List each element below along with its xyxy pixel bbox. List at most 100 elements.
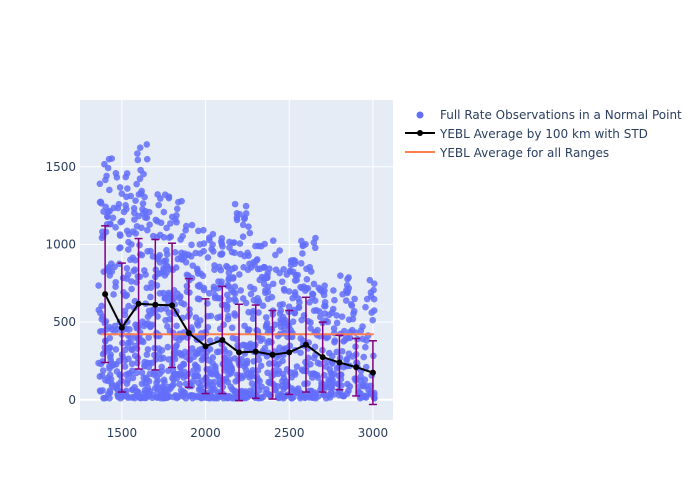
observation-point — [146, 221, 153, 229]
y-tick-label: 500 — [53, 315, 76, 329]
average-point — [152, 301, 159, 308]
observation-point — [272, 251, 279, 259]
observation-point — [218, 235, 226, 242]
observation-point — [354, 335, 361, 343]
observation-point — [363, 295, 371, 303]
observation-point — [116, 184, 124, 191]
observation-point — [333, 312, 340, 319]
observation-point — [321, 282, 328, 289]
observation-point — [96, 198, 104, 206]
observation-point — [148, 279, 155, 287]
x-tick-label: 2500 — [274, 426, 305, 440]
observation-point — [176, 380, 183, 388]
observation-point — [146, 359, 153, 367]
observation-point — [215, 373, 222, 380]
observation-point — [311, 297, 319, 305]
observation-point — [136, 175, 144, 183]
observation-point — [264, 274, 271, 282]
observation-point — [207, 312, 215, 320]
observation-point — [179, 232, 186, 240]
observation-point — [266, 379, 274, 387]
observation-point — [163, 224, 170, 232]
observation-point — [95, 282, 102, 289]
observation-point — [134, 150, 141, 157]
observation-point — [197, 334, 205, 342]
observation-point — [131, 352, 139, 359]
legend-scatter-label: Full Rate Observations in a Normal Point — [440, 108, 682, 122]
observation-point — [107, 260, 115, 267]
average-point — [202, 343, 209, 350]
observation-point — [173, 205, 181, 213]
observation-point — [245, 326, 253, 333]
observation-point — [362, 343, 369, 351]
average-point — [135, 300, 142, 307]
observation-point — [196, 384, 204, 392]
observation-point — [349, 353, 356, 360]
observation-point — [293, 363, 301, 370]
observation-point — [317, 313, 324, 321]
y-tick-label: 0 — [68, 393, 76, 407]
observation-point — [112, 346, 120, 353]
observation-point — [367, 388, 374, 396]
observation-point — [155, 253, 162, 261]
observation-point — [348, 301, 355, 308]
observation-point — [269, 280, 277, 288]
observation-point — [247, 390, 255, 397]
observation-point — [248, 380, 256, 387]
observation-point — [362, 363, 370, 371]
observation-point — [182, 259, 190, 266]
scatter-points — [95, 141, 378, 402]
observation-point — [122, 202, 129, 209]
observation-point — [229, 239, 237, 247]
observation-point — [140, 170, 147, 178]
observation-point — [188, 221, 196, 229]
observation-point — [296, 299, 303, 306]
observation-point — [112, 361, 120, 368]
observation-point — [368, 309, 376, 316]
observation-point — [249, 315, 257, 323]
observation-point — [231, 249, 238, 257]
observation-point — [105, 346, 112, 353]
observation-point — [205, 356, 213, 364]
observation-point — [255, 242, 262, 250]
observation-point — [147, 323, 154, 331]
observation-point — [156, 290, 164, 297]
observation-point — [233, 216, 241, 224]
observation-point — [248, 369, 255, 377]
observation-point — [143, 141, 151, 148]
observation-point — [303, 276, 311, 283]
observation-point — [320, 391, 327, 398]
observation-point — [218, 240, 226, 248]
observation-point — [140, 374, 148, 382]
observation-point — [330, 287, 337, 294]
observation-point — [307, 319, 314, 326]
observation-point — [330, 391, 338, 398]
observation-point — [171, 355, 179, 363]
observation-point — [255, 309, 262, 316]
observation-point — [247, 283, 254, 291]
observation-point — [259, 302, 267, 309]
observation-point — [167, 220, 174, 227]
observation-point — [224, 315, 232, 323]
observation-point — [269, 237, 277, 244]
observation-point — [291, 371, 299, 378]
observation-point — [125, 246, 132, 253]
observation-point — [253, 326, 260, 334]
observation-point — [131, 266, 139, 274]
observation-point — [133, 180, 140, 188]
observation-point — [180, 360, 187, 368]
average-point — [169, 302, 176, 309]
observation-point — [311, 244, 319, 252]
observation-point — [98, 327, 106, 335]
average-point — [369, 369, 376, 376]
observation-point — [136, 273, 144, 281]
observation-point — [249, 309, 256, 317]
observation-point — [320, 291, 328, 299]
observation-point — [128, 241, 135, 248]
observation-point — [200, 240, 208, 247]
observation-point — [128, 360, 136, 368]
observation-point — [224, 291, 231, 299]
observation-point — [237, 287, 245, 294]
observation-point — [239, 233, 247, 240]
observation-point — [163, 294, 170, 302]
